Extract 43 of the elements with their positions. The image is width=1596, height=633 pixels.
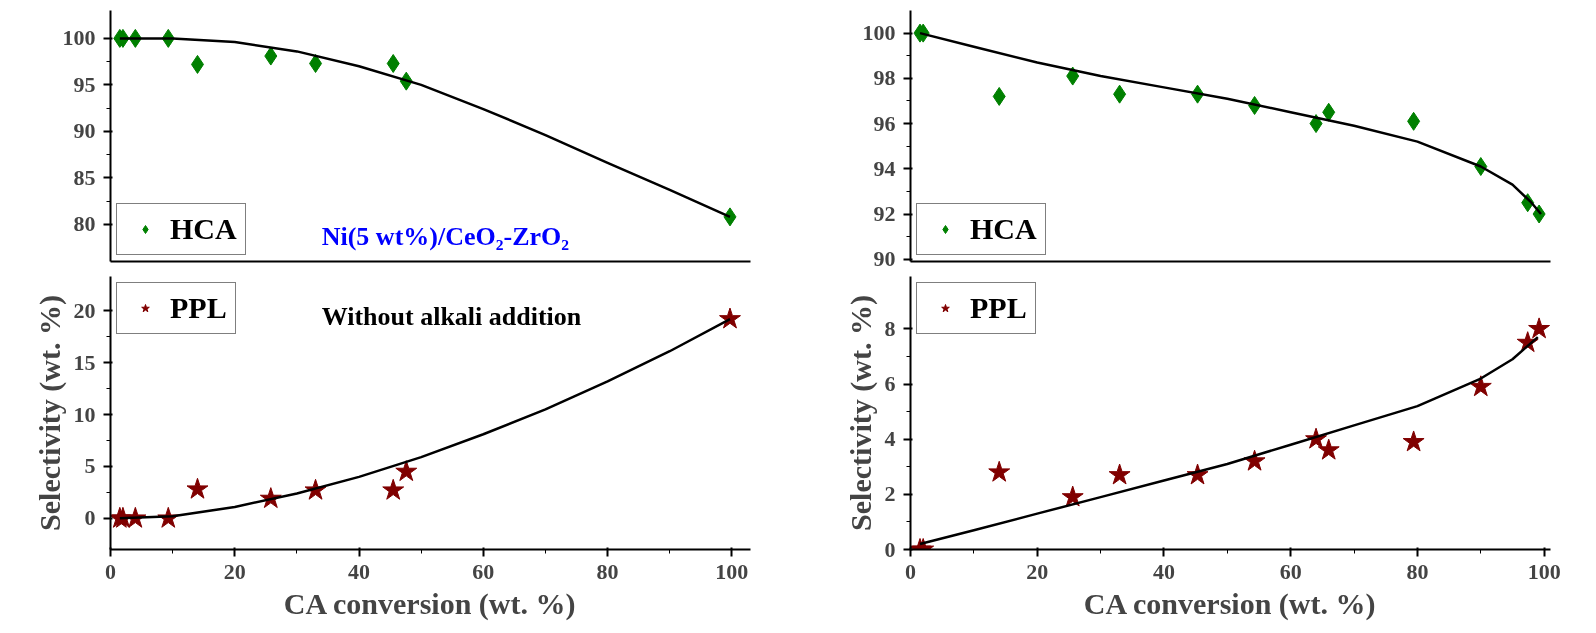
annotation: Ni(5 wt%)/CeO₂-ZrO₂ xyxy=(321,222,570,252)
legend-label: PPL xyxy=(970,291,1027,325)
y-tick-label: 15 xyxy=(73,349,96,375)
legend-label: HCA xyxy=(970,212,1037,246)
y-tick-label: 90 xyxy=(873,246,896,272)
y-tick-label: 96 xyxy=(873,110,896,136)
y-tick-label: 0 xyxy=(884,536,896,562)
y-tick-label: 5 xyxy=(84,453,96,479)
y-axis-title: Selectivity (wt. %) xyxy=(32,295,67,531)
x-tick-label: 0 xyxy=(105,558,116,584)
y-axis-title: Selectivity (wt. %) xyxy=(843,295,878,531)
legend-label: PPL xyxy=(170,291,227,325)
x-tick-label: 40 xyxy=(1152,558,1175,584)
x-axis-title: CA conversion (wt. %) xyxy=(283,586,576,621)
x-tick-label: 20 xyxy=(223,558,246,584)
x-tick-label: 80 xyxy=(1406,558,1429,584)
y-tick-label: 80 xyxy=(73,211,96,237)
y-tick-label: 100 xyxy=(862,20,896,46)
x-tick-label: 60 xyxy=(472,558,495,584)
y-tick-label: 4 xyxy=(884,426,896,452)
y-tick-label: 0 xyxy=(84,505,96,531)
x-tick-label: 20 xyxy=(1026,558,1049,584)
x-axis-title: CA conversion (wt. %) xyxy=(1083,586,1376,621)
y-tick-label: 6 xyxy=(884,371,896,397)
y-tick-label: 90 xyxy=(73,118,96,144)
y-tick-label: 85 xyxy=(73,164,96,190)
x-tick-label: 100 xyxy=(715,558,749,584)
x-tick-label: 100 xyxy=(1527,558,1561,584)
x-tick-label: 0 xyxy=(905,558,916,584)
y-tick-label: 20 xyxy=(73,297,96,323)
y-tick-label: 100 xyxy=(62,25,96,51)
y-tick-label: 2 xyxy=(884,481,896,507)
annotation: Without alkali addition xyxy=(321,302,582,332)
x-tick-label: 60 xyxy=(1279,558,1302,584)
x-tick-label: 40 xyxy=(348,558,371,584)
y-tick-label: 95 xyxy=(73,71,96,97)
x-tick-label: 80 xyxy=(596,558,619,584)
y-tick-label: 98 xyxy=(873,65,896,91)
y-tick-label: 8 xyxy=(884,315,896,341)
legend-label: HCA xyxy=(170,212,237,246)
y-tick-label: 10 xyxy=(73,401,96,427)
y-tick-label: 94 xyxy=(873,155,896,181)
y-tick-label: 92 xyxy=(873,201,896,227)
